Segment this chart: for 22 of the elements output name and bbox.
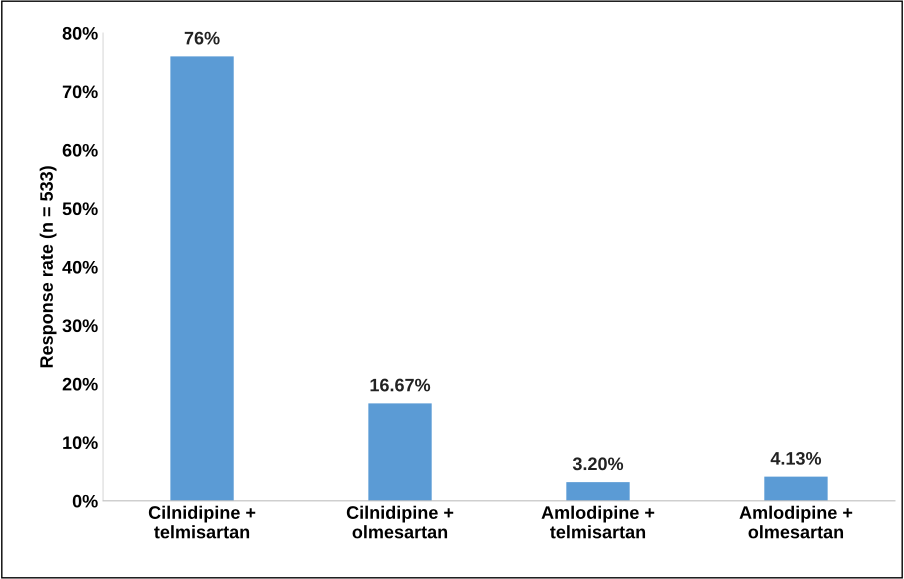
y-tick-label: 30% bbox=[62, 319, 98, 332]
data-label: 3.20% bbox=[572, 457, 624, 470]
data-label: 16.67% bbox=[370, 378, 430, 392]
y-tick-label: 20% bbox=[62, 378, 98, 391]
bar bbox=[566, 482, 630, 501]
x-tick-label: Amlodipine + telmisartan bbox=[542, 506, 654, 538]
x-tick-label: Amlodipine + olmesartan bbox=[739, 506, 852, 538]
bar bbox=[368, 403, 432, 501]
y-axis-title: Response rate (n = 533) bbox=[40, 166, 57, 368]
bar bbox=[170, 56, 234, 501]
bar bbox=[764, 476, 828, 501]
y-tick-label: 70% bbox=[62, 85, 98, 98]
data-label: 4.13% bbox=[770, 452, 822, 465]
y-tick-label: 80% bbox=[62, 26, 98, 40]
y-tick-label: 0% bbox=[72, 494, 98, 508]
y-tick-label: 60% bbox=[62, 144, 98, 157]
data-label: 76% bbox=[184, 32, 220, 44]
x-tick-label: Cilnidipine + olmesartan bbox=[346, 506, 454, 538]
y-tick-label: 40% bbox=[62, 260, 98, 274]
x-tick-label: Cilnidipine + telmisartan bbox=[148, 506, 256, 538]
y-tick-label: 10% bbox=[63, 436, 98, 450]
y-tick-label: 50% bbox=[62, 202, 98, 216]
